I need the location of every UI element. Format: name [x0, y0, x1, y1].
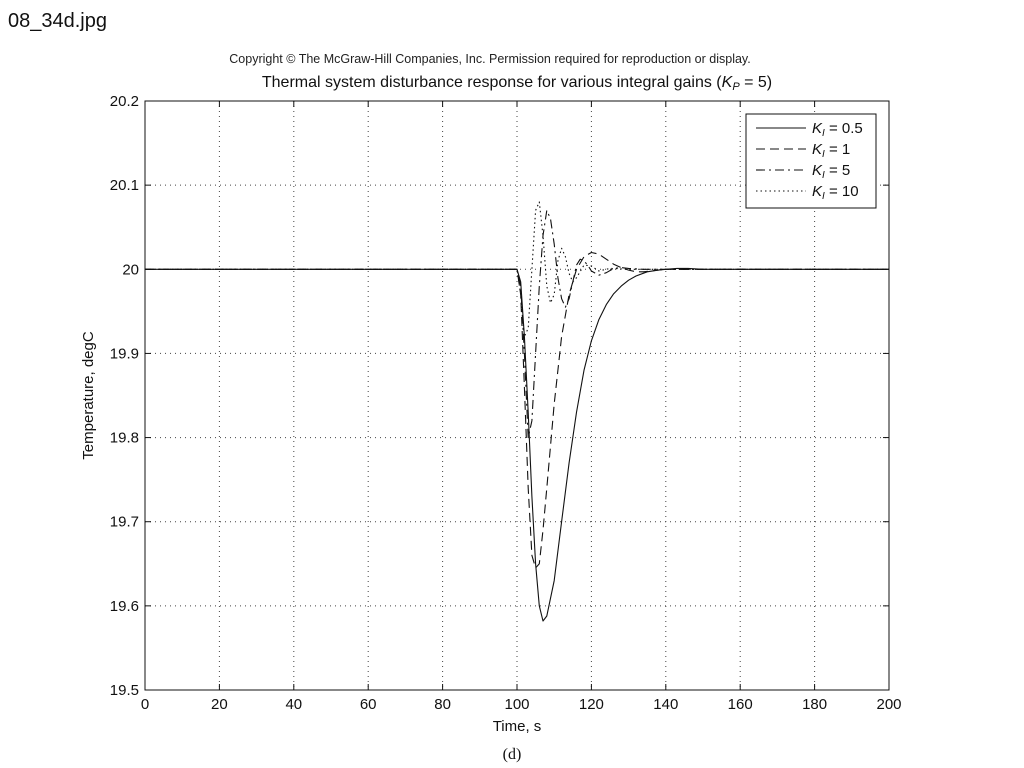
- legend-subscript: I: [822, 191, 825, 202]
- x-tick-label: 40: [285, 696, 302, 713]
- chart-title: Thermal system disturbance response for …: [262, 74, 772, 93]
- x-tick-label: 120: [579, 696, 604, 713]
- legend-label: KI = 0.5: [812, 120, 863, 139]
- x-tick-label: 200: [876, 696, 901, 713]
- copyright-notice: Copyright © The McGraw-Hill Companies, I…: [229, 52, 751, 66]
- series-lines: [145, 201, 889, 622]
- y-tick-label: 19.6: [110, 598, 139, 615]
- y-tick-label: 20: [122, 261, 139, 278]
- y-tick-label: 19.7: [110, 514, 139, 531]
- y-tick-label: 19.5: [110, 682, 139, 699]
- x-tick-label: 60: [360, 696, 377, 713]
- legend-subscript: I: [822, 149, 825, 160]
- file-name: 08_34d.jpg: [8, 10, 107, 32]
- legend-value: = 5: [825, 162, 850, 179]
- chart-title-subscript: P: [732, 81, 740, 93]
- y-tick-label: 20.2: [110, 93, 139, 110]
- y-tick-label: 20.1: [110, 177, 139, 194]
- legend-value: = 10: [825, 183, 859, 200]
- series-line-dashdot: [145, 209, 889, 439]
- figure-caption: (d): [502, 746, 522, 763]
- legend-label: KI = 5: [812, 162, 850, 181]
- x-axis-label: Time, s: [493, 718, 542, 735]
- series-line-dashed: [145, 251, 889, 569]
- legend-label: KI = 1: [812, 141, 850, 160]
- legend-symbol: K: [812, 162, 823, 179]
- legend-value: = 1: [825, 141, 850, 158]
- x-tick-label: 0: [141, 696, 149, 713]
- legend: KI = 0.5KI = 1KI = 5KI = 10: [745, 113, 877, 209]
- x-tick-label: 100: [504, 696, 529, 713]
- x-tick-label: 160: [728, 696, 753, 713]
- legend-subscript: I: [822, 128, 825, 139]
- legend-subscript: I: [822, 170, 825, 181]
- x-tick-label: 140: [653, 696, 678, 713]
- y-tick-label: 19.9: [110, 345, 139, 362]
- x-tick-label: 180: [802, 696, 827, 713]
- legend-label: KI = 10: [812, 183, 859, 202]
- y-axis-label: Temperature, degC: [80, 331, 97, 460]
- legend-symbol: K: [812, 141, 823, 158]
- chart-title-suffix: = 5): [740, 74, 772, 91]
- legend-box: [745, 113, 877, 209]
- y-tick-label: 19.8: [110, 430, 139, 447]
- legend-value: = 0.5: [825, 120, 863, 137]
- chart-title-prefix: Thermal system disturbance response for …: [262, 74, 722, 91]
- chart-title-symbol: K: [722, 74, 734, 91]
- x-tick-label: 20: [211, 696, 228, 713]
- axis-ticks: 0 20 40 60 80 100 120 140 160 180 200 19.5 19.6 19.7 1…: [110, 93, 902, 713]
- legend-symbol: K: [812, 183, 823, 200]
- x-tick-label: 80: [434, 696, 451, 713]
- legend-symbol: K: [812, 120, 823, 137]
